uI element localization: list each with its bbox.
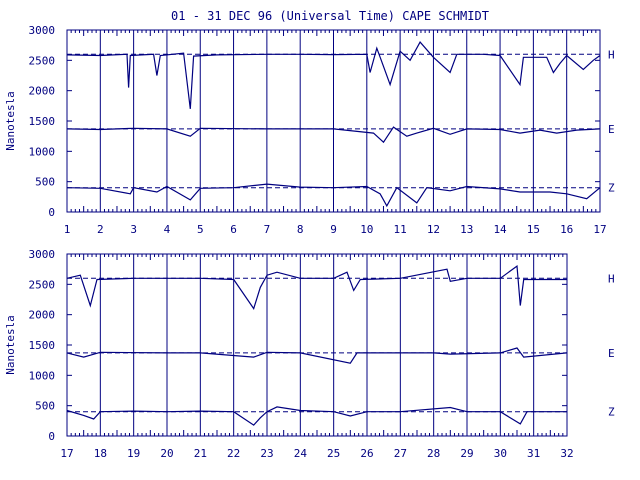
x-tick-label: 18 — [94, 447, 107, 460]
x-tick-label: 25 — [327, 447, 340, 460]
x-tick-label: 26 — [360, 447, 373, 460]
y-tick-label: 3000 — [29, 248, 56, 261]
series-line-Z — [66, 183, 601, 208]
chart-title: 01 - 31 DEC 96 (Universal Time) CAPE SCH… — [171, 9, 489, 23]
x-tick-label: 32 — [560, 447, 573, 460]
x-tick-label: 31 — [527, 447, 540, 460]
plot-frame — [66, 253, 568, 437]
x-tick-label: 3 — [130, 223, 137, 236]
component-label-Z: Z — [608, 406, 615, 419]
x-tick-label: 17 — [593, 223, 606, 236]
x-tick-label: 20 — [160, 447, 173, 460]
series-line-Z — [66, 406, 567, 426]
x-tick-label: 11 — [394, 223, 407, 236]
series-line-H — [66, 264, 567, 310]
x-tick-label: 6 — [230, 223, 237, 236]
x-tick-label: 5 — [197, 223, 204, 236]
component-label-E: E — [608, 123, 615, 136]
component-label-Z: Z — [608, 182, 615, 195]
y-tick-label: 1000 — [29, 145, 56, 158]
chart-panel-1: 1 2 3 4 5 6 7 8 9 10 11 12 13 14 15 16 17050010001500200… — [4, 24, 615, 236]
x-tick-label: 9 — [330, 223, 337, 236]
y-tick-label: 1000 — [29, 369, 56, 382]
x-tick-label: 27 — [394, 447, 407, 460]
x-tick-label: 23 — [260, 447, 273, 460]
x-tick-label: 15 — [527, 223, 540, 236]
x-tick-label: 7 — [264, 223, 271, 236]
series-line-H — [66, 41, 601, 109]
y-tick-label: 2500 — [29, 54, 56, 67]
y-tick-label: 1500 — [29, 115, 56, 128]
series-line-E — [66, 347, 568, 364]
series-line-E — [66, 126, 601, 144]
y-tick-label: 2500 — [29, 278, 56, 291]
x-tick-label: 2 — [97, 223, 104, 236]
x-tick-label: 14 — [493, 223, 507, 236]
y-tick-label: 2000 — [29, 85, 56, 98]
x-tick-label: 29 — [460, 447, 473, 460]
x-tick-label: 24 — [294, 447, 308, 460]
y-tick-label: 2000 — [29, 309, 56, 322]
x-tick-label: 19 — [127, 447, 140, 460]
x-tick-label: 13 — [460, 223, 473, 236]
x-tick-label: 16 — [560, 223, 573, 236]
component-label-E: E — [608, 347, 615, 360]
component-label-H: H — [608, 272, 615, 285]
x-tick-label: 28 — [427, 447, 440, 460]
y-tick-label: 1500 — [29, 339, 56, 352]
x-tick-label: 21 — [194, 447, 207, 460]
x-tick-label: 4 — [164, 223, 171, 236]
y-axis-label: Nanotesla — [4, 315, 17, 375]
y-tick-label: 0 — [48, 206, 55, 219]
x-tick-label: 1 — [64, 223, 71, 236]
x-tick-label: 17 — [60, 447, 73, 460]
y-tick-label: 500 — [35, 176, 55, 189]
x-tick-label: 10 — [360, 223, 373, 236]
x-tick-label: 12 — [427, 223, 440, 236]
y-tick-label: 0 — [48, 430, 55, 443]
y-axis-label: Nanotesla — [4, 91, 17, 151]
chart-panel-2: 17 18 19 20 21 22 23 24 25 26 27 28 29 30 31 32 0 500 1000… — [4, 248, 615, 460]
x-tick-label: 30 — [494, 447, 507, 460]
y-tick-label: 3000 — [29, 24, 56, 37]
y-tick-label: 500 — [35, 400, 55, 413]
x-tick-label: 8 — [297, 223, 304, 236]
component-label-H: H — [608, 48, 615, 61]
x-tick-label: 22 — [227, 447, 240, 460]
